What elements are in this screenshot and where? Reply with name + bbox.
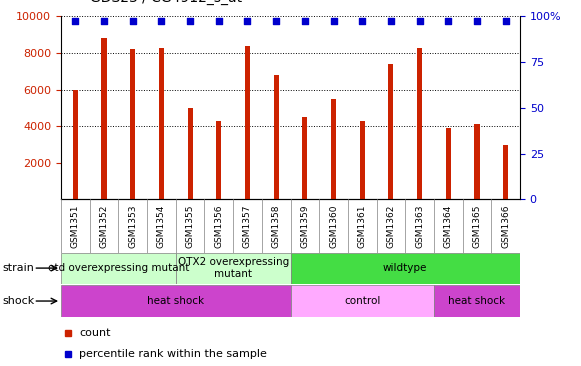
Bar [188,108,193,199]
Text: GSM1351: GSM1351 [71,204,80,248]
Point [243,18,252,24]
Bar [417,48,422,199]
Point [157,18,166,24]
Bar [274,75,279,199]
Point [472,18,482,24]
Point [444,18,453,24]
Bar [388,64,393,199]
Point [357,18,367,24]
Point [415,18,424,24]
Point [128,18,137,24]
Bar [216,121,221,199]
Text: count: count [80,328,111,337]
Bar [290,253,520,284]
Point [214,18,224,24]
Bar [175,253,290,284]
Bar [474,124,479,199]
Text: GSM1357: GSM1357 [243,204,252,248]
Point [501,18,510,24]
Point [99,18,109,24]
Text: GSM1360: GSM1360 [329,204,338,248]
Bar [130,49,135,199]
Point [386,18,396,24]
Text: GSM1364: GSM1364 [444,204,453,248]
Bar [245,46,250,199]
Text: control: control [344,296,381,306]
Bar [61,285,290,317]
Bar [159,48,164,199]
Text: GSM1352: GSM1352 [99,204,109,248]
Text: GSM1361: GSM1361 [358,204,367,248]
Text: strain: strain [3,263,35,273]
Text: heat shock: heat shock [449,296,505,306]
Bar [61,253,175,284]
Bar [290,285,434,317]
Point [300,18,310,24]
Text: GSM1355: GSM1355 [185,204,195,248]
Text: GDS23 / CG4912_s_at: GDS23 / CG4912_s_at [90,0,242,5]
Text: OTX2 overexpressing
mutant: OTX2 overexpressing mutant [178,257,289,279]
Bar [302,117,307,199]
Bar [360,121,365,199]
Text: GSM1356: GSM1356 [214,204,223,248]
Text: shock: shock [3,296,35,306]
Text: GSM1358: GSM1358 [272,204,281,248]
Text: heat shock: heat shock [147,296,205,306]
Point [329,18,338,24]
Point [185,18,195,24]
Bar [446,128,451,199]
Text: otd overexpressing mutant: otd overexpressing mutant [48,263,189,273]
Bar [73,90,78,199]
Point [271,18,281,24]
Point [71,18,80,24]
Text: GSM1353: GSM1353 [128,204,137,248]
Bar [102,38,107,199]
Bar [434,285,520,317]
Bar [503,145,508,199]
Bar [331,99,336,199]
Text: GSM1359: GSM1359 [300,204,309,248]
Text: GSM1362: GSM1362 [386,204,396,248]
Text: wildtype: wildtype [383,263,428,273]
Text: percentile rank within the sample: percentile rank within the sample [80,349,267,359]
Text: GSM1365: GSM1365 [472,204,482,248]
Text: GSM1354: GSM1354 [157,204,166,248]
Text: GSM1366: GSM1366 [501,204,510,248]
Text: GSM1363: GSM1363 [415,204,424,248]
